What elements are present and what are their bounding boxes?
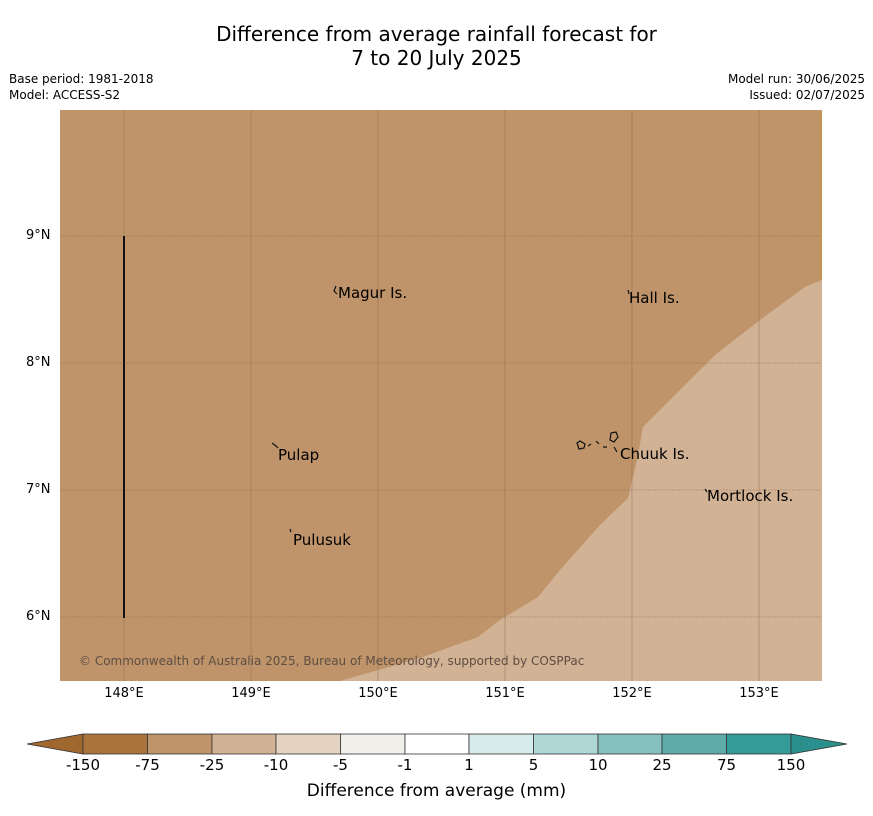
colorbar-bin-3: [211, 733, 277, 755]
cb-tick-1: -150: [65, 756, 101, 774]
place-hall: Hall Is.: [629, 289, 680, 307]
colorbar-bin-9: [597, 733, 663, 755]
map-title: Difference from average rainfall forecas…: [0, 22, 873, 70]
y-tick-7n: 7°N: [26, 482, 51, 497]
colorbar-bin-11: [726, 733, 792, 755]
x-tick-153e: 153°E: [739, 686, 779, 701]
x-tick-149e: 149°E: [231, 686, 271, 701]
model-run: Model run: 30/06/2025: [727, 72, 865, 86]
region-edge: [819, 110, 822, 280]
islands: [271, 285, 708, 533]
base-period: Base period: 1981-2018: [9, 72, 154, 86]
model-name: Model: ACCESS-S2: [9, 88, 121, 102]
x-tick-150e: 150°E: [358, 686, 398, 701]
colorbar-bin-6: [404, 733, 470, 755]
x-tick-148e: 148°E: [104, 686, 144, 701]
y-tick-6n: 6°N: [26, 609, 51, 624]
island-hall: [627, 289, 630, 295]
cb-tick-7: 1: [464, 756, 474, 774]
copyright-notice: © Commonwealth of Australia 2025, Bureau…: [79, 654, 585, 668]
region-slightly-drier: [340, 280, 822, 681]
colorbar: [26, 733, 848, 755]
colorbar-bin-7: [468, 733, 534, 755]
island-pulusuk: [289, 528, 292, 533]
cb-tick-5: -5: [333, 756, 348, 774]
x-tick-152e: 152°E: [612, 686, 652, 701]
island-chuuk-lagoon: [576, 431, 619, 453]
cb-tick-12: 150: [776, 756, 806, 774]
title-line-2: 7 to 20 July 2025: [351, 46, 522, 70]
place-pulusuk: Pulusuk: [293, 531, 351, 549]
cb-tick-6: -1: [397, 756, 413, 774]
colorbar-bin-10: [661, 733, 727, 755]
cb-tick-8: 5: [528, 756, 539, 774]
colorbar-bin-2: [147, 733, 213, 755]
colorbar-bin-5: [340, 733, 406, 755]
colorbar-under-arrow: [26, 733, 84, 755]
island-magur: [333, 285, 338, 295]
place-magur: Magur Is.: [338, 284, 408, 302]
island-mortlock: [704, 488, 708, 493]
y-tick-8n: 8°N: [26, 355, 51, 370]
cb-tick-9: 10: [588, 756, 608, 774]
colorbar-bin-1: [82, 733, 148, 755]
y-tick-9n: 9°N: [26, 228, 51, 243]
cb-tick-2: -75: [135, 756, 160, 774]
colorbar-bin-8: [533, 733, 599, 755]
cb-tick-10: 25: [652, 756, 672, 774]
meta-right: Model run: 30/06/2025 Issued: 02/07/2025: [728, 71, 865, 103]
colorbar-label: Difference from average (mm): [306, 781, 567, 801]
place-chuuk: Chuuk Is.: [620, 445, 690, 463]
cb-tick-11: 75: [716, 756, 737, 774]
cb-tick-4: -10: [263, 756, 289, 774]
place-pulap: Pulap: [278, 446, 320, 464]
x-tick-151e: 151°E: [485, 686, 525, 701]
issued-date: Issued: 02/07/2025: [749, 88, 865, 102]
place-mortlock: Mortlock Is.: [707, 487, 794, 505]
meta-left: Base period: 1981-2018 Model: ACCESS-S2: [9, 71, 154, 103]
colorbar-over-arrow: [790, 733, 848, 755]
title-line-1: Difference from average rainfall forecas…: [216, 22, 657, 46]
island-pulap: [271, 442, 279, 449]
cb-tick-3: -25: [199, 756, 225, 774]
colorbar-bin-4: [275, 733, 341, 755]
